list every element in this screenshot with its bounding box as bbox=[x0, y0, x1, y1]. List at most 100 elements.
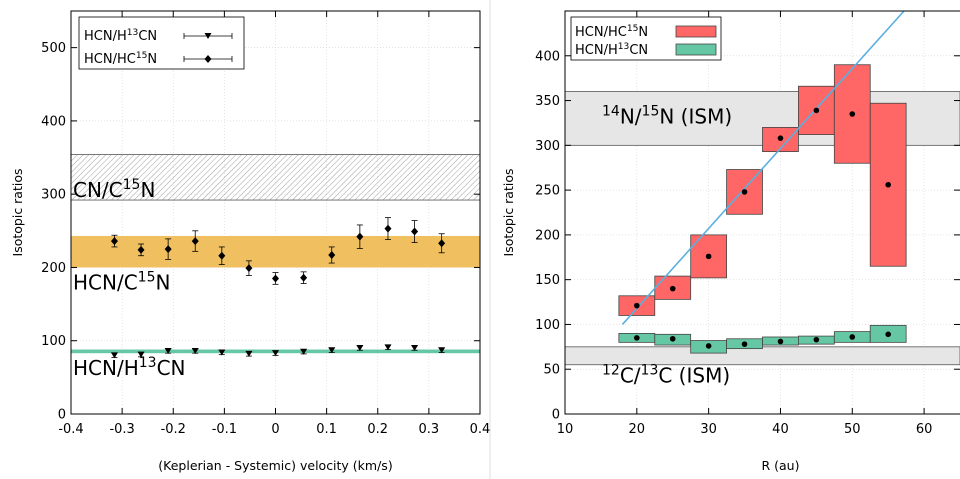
data-point-diamond bbox=[328, 250, 336, 259]
tick-label-x: 20 bbox=[629, 422, 646, 437]
data-point bbox=[669, 335, 676, 342]
tick-label-y: 0 bbox=[552, 408, 560, 423]
tick-label-x: -0.4 bbox=[58, 422, 83, 437]
band-hatched bbox=[70, 154, 481, 201]
data-point-diamond bbox=[300, 273, 308, 282]
band-label: CN/C15N bbox=[73, 177, 155, 202]
band-label: HCN/C15N bbox=[73, 269, 170, 294]
data-point-diamond bbox=[272, 274, 279, 283]
data-point bbox=[634, 335, 640, 341]
tick-label-y: 50 bbox=[543, 363, 560, 378]
tick-label-x: -0.3 bbox=[109, 422, 134, 437]
data-point bbox=[777, 135, 784, 141]
data-point-triangle bbox=[245, 350, 253, 357]
tick-label-x: 0.1 bbox=[316, 422, 337, 437]
legend: HCN/HC15N HCN/H13CN bbox=[570, 16, 722, 61]
data-point-triangle bbox=[272, 350, 279, 357]
tick-label-y: 250 bbox=[535, 184, 560, 199]
fit-line bbox=[621, 10, 905, 325]
data-point-triangle bbox=[384, 344, 392, 351]
tick-label-x: 10 bbox=[557, 422, 574, 437]
data-point-diamond bbox=[218, 251, 226, 260]
data-point bbox=[634, 302, 640, 309]
data-point-triangle bbox=[191, 347, 199, 354]
left-panel: CN/C15N HCN/C15N HCN/H13CN -0.4 -0.3 -0.2 -0.1… bbox=[10, 10, 491, 473]
legend-box bbox=[78, 16, 245, 70]
ism-band bbox=[564, 346, 960, 366]
data-point bbox=[777, 338, 784, 345]
data-point bbox=[849, 334, 856, 340]
data-point-triangle bbox=[300, 348, 308, 355]
data-point bbox=[813, 336, 820, 343]
tick-label-y: 300 bbox=[535, 139, 560, 154]
data-point-triangle bbox=[137, 351, 145, 358]
tick-label-y: 200 bbox=[535, 228, 560, 243]
tick-label-y: 400 bbox=[535, 49, 560, 64]
data-point-triangle bbox=[438, 347, 446, 354]
data-point-diamond bbox=[356, 232, 364, 241]
data-point-triangle bbox=[356, 345, 364, 352]
legend-label: HCN/H13CN bbox=[84, 28, 157, 44]
tick-label-x: 0 bbox=[271, 422, 279, 437]
data-point bbox=[849, 111, 856, 117]
data-point bbox=[705, 253, 712, 260]
tick-label-x: 40 bbox=[772, 422, 789, 437]
data-point-triangle bbox=[218, 349, 226, 356]
tick-label-y: 350 bbox=[535, 94, 560, 109]
tick-label-x: 0.2 bbox=[367, 422, 388, 437]
tick-label-y: 500 bbox=[41, 41, 66, 56]
data-point-diamond bbox=[245, 264, 253, 273]
data-point-diamond bbox=[137, 245, 145, 254]
data-point-triangle bbox=[110, 352, 118, 359]
x-axis-label: (Keplerian - Systemic) velocity (km/s) bbox=[158, 458, 392, 473]
data-point bbox=[741, 341, 748, 347]
legend-label: HCN/HC15N bbox=[575, 24, 648, 40]
data-point bbox=[741, 189, 748, 195]
legend-marker-triangle bbox=[204, 33, 212, 39]
data-point-diamond bbox=[411, 227, 419, 236]
legend-swatch bbox=[675, 25, 717, 38]
data-point-diamond bbox=[438, 239, 446, 248]
data-point-diamond bbox=[191, 237, 199, 246]
data-point-triangle bbox=[411, 345, 419, 352]
tick-label-x: 30 bbox=[700, 422, 717, 437]
band-label: 14N/15N (ISM) bbox=[602, 103, 732, 128]
tick-label-x: 60 bbox=[916, 422, 933, 437]
tick-label-y: 100 bbox=[41, 334, 66, 349]
tick-label-y: 200 bbox=[41, 261, 66, 276]
plot-frame bbox=[564, 10, 960, 415]
legend-swatch bbox=[675, 43, 717, 56]
tick-label-x: -0.2 bbox=[161, 422, 186, 437]
tick-label-y: 0 bbox=[58, 408, 66, 423]
tick-label-y: 100 bbox=[535, 318, 560, 333]
tick-label-y: 400 bbox=[41, 114, 66, 129]
tick-label-x: 50 bbox=[844, 422, 861, 437]
tick-label-y: 300 bbox=[41, 188, 66, 203]
data-point-triangle bbox=[164, 347, 172, 354]
y-axis-label: Isotopic ratios bbox=[501, 169, 516, 257]
tick-label-x: -0.1 bbox=[212, 422, 237, 437]
right-panel: 14N/15N (ISM) 12C/13C (ISM) 10 20 30 40 50 60 0 5… bbox=[501, 10, 960, 473]
data-point bbox=[669, 285, 676, 292]
tick-label-y: 150 bbox=[535, 273, 560, 288]
tick-label-x: 0.4 bbox=[470, 422, 491, 437]
tick-label-x: 0.3 bbox=[419, 422, 440, 437]
band-label: 12C/13C (ISM) bbox=[602, 363, 730, 388]
data-point bbox=[885, 331, 891, 338]
data-point-diamond bbox=[384, 224, 392, 233]
band bbox=[71, 235, 480, 268]
y-axis-label: Isotopic ratios bbox=[10, 169, 25, 257]
band-label: HCN/H13CN bbox=[73, 355, 186, 380]
legend-marker-diamond bbox=[204, 55, 212, 63]
legend: HCN/H13CN HCN/HC15N bbox=[78, 16, 245, 70]
legend-label: HCN/HC15N bbox=[84, 51, 157, 67]
data-point-diamond bbox=[110, 237, 118, 246]
data-point bbox=[813, 107, 820, 114]
data-point bbox=[705, 343, 712, 349]
data-point-triangle bbox=[328, 347, 336, 354]
data-point-diamond bbox=[164, 245, 172, 254]
legend-label: HCN/H13CN bbox=[575, 42, 648, 58]
x-axis-label: R (au) bbox=[761, 458, 799, 473]
data-point bbox=[885, 181, 891, 188]
